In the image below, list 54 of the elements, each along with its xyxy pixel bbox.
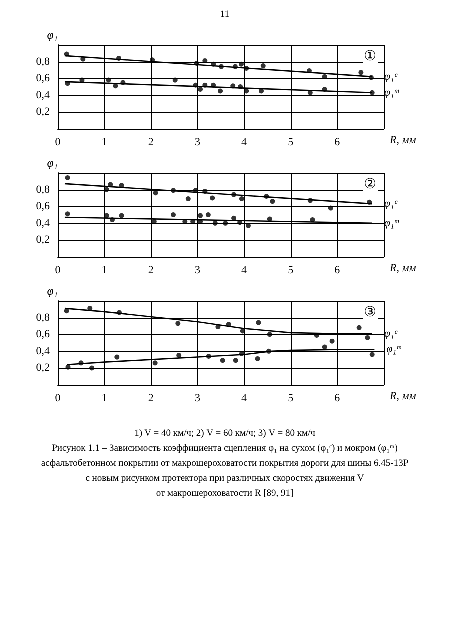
x-tick-label: 5 <box>288 264 294 276</box>
x-tick-label: 5 <box>288 392 294 404</box>
y-tick-label: 0,8 <box>36 312 50 324</box>
text: асфальтобетонном покрытии от макрошероховатости покрытия дороги для шины 6.45-13Р <box>40 458 410 471</box>
y-axis-title: φ₁ <box>47 28 58 42</box>
y-tick-label: 0,4 <box>36 89 50 102</box>
text: 11 <box>219 9 231 22</box>
x-tick-label: 3 <box>194 392 201 404</box>
y-tick-label: 0,6 <box>36 72 50 85</box>
y-tick-label: 0,2 <box>36 106 50 118</box>
series-label: φ₁ᶜ <box>384 328 398 340</box>
x-axis-title: R, мм <box>389 390 416 402</box>
x-axis-title: R, мм <box>389 262 416 274</box>
y-tick-label: 0,2 <box>36 362 50 374</box>
y-tick-label: 0,4 <box>36 345 50 358</box>
text: Рисунок 1.1 – Зависимость коэффициента сцепления φ₁ на сухом (φ₁ᶜ) и мокром (φ₁ᵐ) <box>51 443 399 456</box>
y-axis-title: φ₁ <box>47 284 58 298</box>
x-tick-label: 1 <box>102 136 108 148</box>
x-tick-label: 0 <box>55 136 62 148</box>
x-tick-label: 1 <box>102 264 108 276</box>
x-tick-label: 2 <box>148 392 154 404</box>
x-tick-label: 2 <box>148 136 154 148</box>
y-tick-label: 0,4 <box>36 217 50 230</box>
x-tick-label: 1 <box>102 392 108 404</box>
x-tick-label: 6 <box>334 264 341 276</box>
chart-title: ③ <box>364 306 377 320</box>
y-tick-label: 0,8 <box>36 56 50 68</box>
x-tick-label: 6 <box>334 392 341 404</box>
x-tick-label: 0 <box>55 264 62 276</box>
x-tick-label: 6 <box>334 136 341 148</box>
x-tick-label: 0 <box>55 392 62 404</box>
series-label: φ₁ᶜ <box>384 198 398 210</box>
y-tick-label: 0,2 <box>36 234 50 246</box>
x-tick-label: 4 <box>242 264 248 276</box>
y-tick-label: 0,6 <box>36 200 50 213</box>
chart-title: ① <box>364 50 377 64</box>
x-axis-title: R, мм <box>389 134 416 146</box>
chart-title: ② <box>364 178 377 192</box>
text: 1) V = 40 км/ч; 2) V = 60 км/ч; 3) V = 80 км/ч <box>134 428 316 441</box>
x-tick-label: 3 <box>194 136 201 148</box>
x-tick-label: 4 <box>242 392 248 404</box>
series-label: φ₁ᶜ <box>384 70 398 83</box>
y-axis-title: φ₁ <box>47 156 58 170</box>
y-tick-label: 0,8 <box>36 184 50 196</box>
x-tick-label: 5 <box>288 136 294 148</box>
series-label: φ₁ᵐ <box>384 217 400 230</box>
x-tick-label: 3 <box>194 264 201 276</box>
text: с новым рисунком протектора при различных скоростях движения V <box>84 473 366 486</box>
text: от макрошероховатости R [89, 91] <box>155 488 295 501</box>
series-label: φ₁ᵐ <box>384 86 400 99</box>
x-tick-label: 4 <box>242 136 248 148</box>
x-tick-label: 2 <box>148 264 154 276</box>
series-label: φ₁ᵐ <box>386 344 402 356</box>
y-tick-label: 0,6 <box>36 328 50 341</box>
